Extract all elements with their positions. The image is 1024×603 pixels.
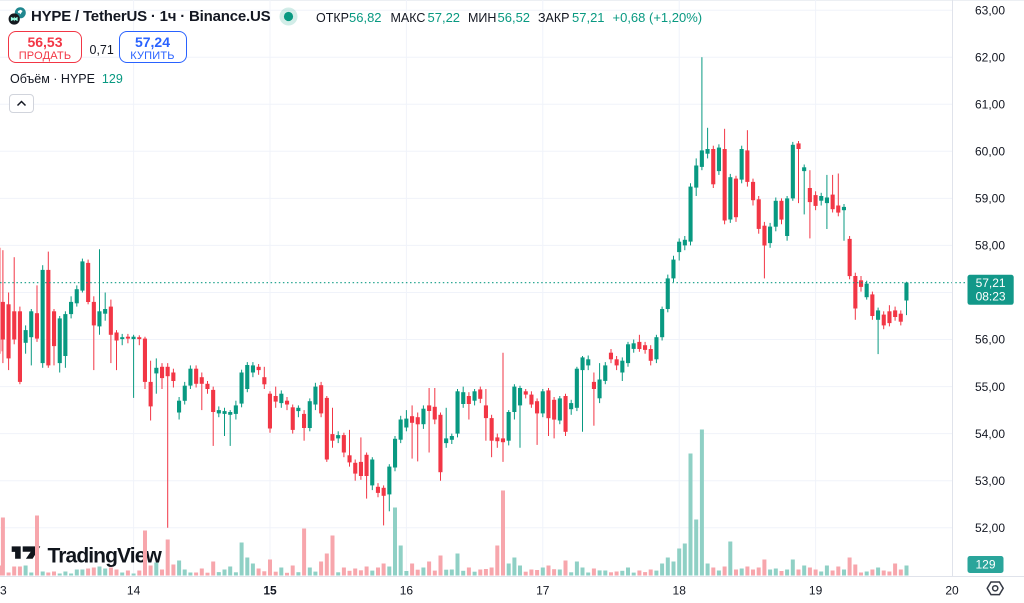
svg-text:16: 16 xyxy=(400,584,414,598)
svg-text:59,00: 59,00 xyxy=(975,192,1005,206)
svg-text:58,00: 58,00 xyxy=(975,239,1005,253)
svg-text:62,00: 62,00 xyxy=(975,51,1005,65)
svg-text:60,00: 60,00 xyxy=(975,145,1005,159)
svg-text:63,00: 63,00 xyxy=(975,3,1005,17)
svg-text:56,00: 56,00 xyxy=(975,333,1005,347)
svg-text:55,00: 55,00 xyxy=(975,380,1005,394)
svg-text:20: 20 xyxy=(945,584,959,598)
svg-text:54,00: 54,00 xyxy=(975,427,1005,441)
svg-text:53,00: 53,00 xyxy=(975,474,1005,488)
svg-text:3: 3 xyxy=(0,584,7,598)
svg-text:52,00: 52,00 xyxy=(975,521,1005,535)
svg-text:08:23: 08:23 xyxy=(976,290,1006,304)
svg-text:61,00: 61,00 xyxy=(975,98,1005,112)
svg-text:17: 17 xyxy=(536,584,550,598)
svg-text:15: 15 xyxy=(263,584,277,598)
svg-text:129: 129 xyxy=(975,558,995,572)
svg-text:TradingView: TradingView xyxy=(48,545,163,568)
svg-text:18: 18 xyxy=(673,584,687,598)
svg-text:19: 19 xyxy=(809,584,823,598)
svg-text:14: 14 xyxy=(127,584,141,598)
svg-text:57,21: 57,21 xyxy=(976,276,1006,290)
